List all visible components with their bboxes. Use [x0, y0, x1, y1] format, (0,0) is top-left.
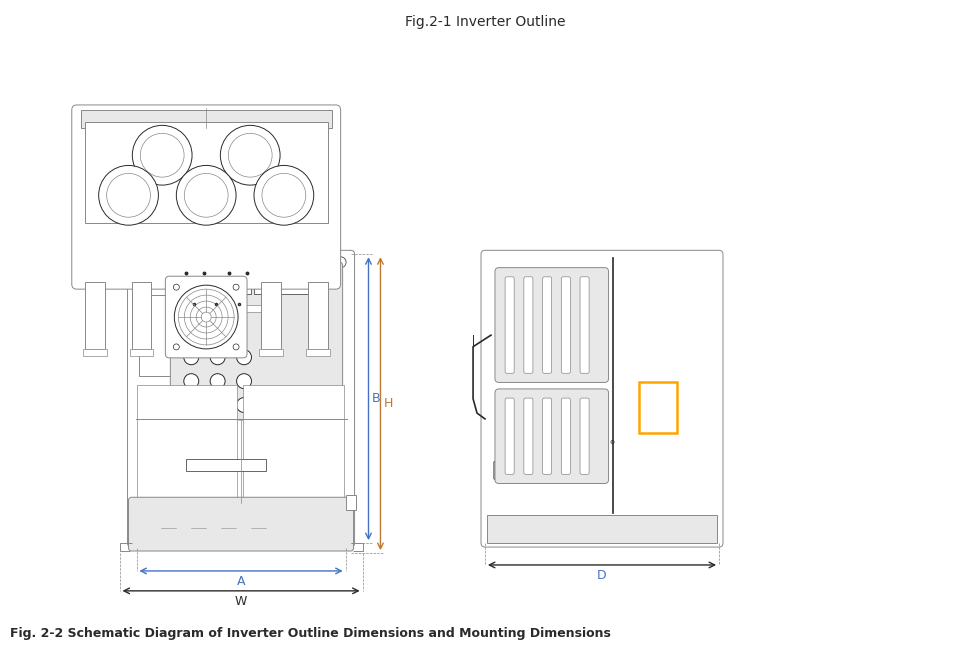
Bar: [261, 282, 281, 349]
FancyBboxPatch shape: [170, 262, 343, 420]
Bar: [487, 515, 717, 543]
Circle shape: [184, 350, 199, 365]
Bar: [84, 282, 105, 349]
Bar: [253, 276, 323, 294]
FancyBboxPatch shape: [561, 277, 570, 373]
Bar: [129, 349, 153, 356]
Text: W: W: [235, 595, 248, 608]
Circle shape: [136, 257, 147, 268]
Circle shape: [254, 165, 314, 225]
Text: D: D: [597, 569, 607, 582]
FancyBboxPatch shape: [505, 277, 515, 373]
Circle shape: [233, 344, 239, 350]
Circle shape: [177, 165, 236, 225]
Circle shape: [184, 398, 199, 413]
Circle shape: [210, 350, 225, 365]
Bar: [181, 305, 271, 312]
Circle shape: [237, 398, 251, 413]
Bar: [131, 282, 151, 349]
Bar: [639, 382, 677, 434]
Text: A: A: [237, 575, 246, 588]
Circle shape: [174, 344, 180, 350]
Text: Fig.2-1 Inverter Outline: Fig.2-1 Inverter Outline: [405, 16, 565, 29]
Circle shape: [237, 374, 251, 389]
Text: B: B: [372, 392, 380, 405]
Circle shape: [210, 398, 225, 413]
Circle shape: [237, 350, 251, 365]
FancyBboxPatch shape: [580, 398, 589, 474]
Circle shape: [140, 133, 184, 177]
Circle shape: [184, 173, 228, 217]
Circle shape: [233, 284, 239, 290]
Circle shape: [228, 133, 272, 177]
Bar: [243, 385, 344, 503]
Circle shape: [174, 284, 180, 290]
Bar: [84, 122, 327, 223]
FancyBboxPatch shape: [580, 277, 589, 373]
FancyBboxPatch shape: [494, 461, 518, 480]
FancyBboxPatch shape: [495, 389, 609, 484]
FancyBboxPatch shape: [543, 398, 552, 474]
Circle shape: [210, 374, 225, 389]
Bar: [259, 349, 283, 356]
Circle shape: [335, 257, 346, 268]
Bar: [308, 282, 327, 349]
Bar: [499, 465, 513, 475]
Bar: [306, 349, 330, 356]
Circle shape: [220, 125, 280, 185]
Bar: [81, 110, 332, 128]
FancyBboxPatch shape: [481, 251, 723, 547]
Circle shape: [132, 125, 192, 185]
FancyBboxPatch shape: [505, 398, 515, 474]
FancyBboxPatch shape: [543, 277, 552, 373]
Circle shape: [262, 173, 306, 217]
Bar: [140, 295, 201, 376]
FancyBboxPatch shape: [495, 267, 609, 382]
Circle shape: [611, 441, 614, 443]
Circle shape: [107, 173, 151, 217]
Bar: [83, 349, 107, 356]
Polygon shape: [346, 495, 355, 510]
FancyBboxPatch shape: [523, 277, 533, 373]
FancyBboxPatch shape: [523, 398, 533, 474]
FancyBboxPatch shape: [165, 276, 247, 358]
Circle shape: [184, 374, 199, 389]
Bar: [137, 385, 237, 503]
Circle shape: [99, 165, 158, 225]
FancyBboxPatch shape: [128, 497, 353, 551]
FancyBboxPatch shape: [72, 105, 341, 289]
Text: Fig. 2-2 Schematic Diagram of Inverter Outline Dimensions and Mounting Dimension: Fig. 2-2 Schematic Diagram of Inverter O…: [10, 627, 611, 640]
FancyBboxPatch shape: [561, 398, 570, 474]
FancyBboxPatch shape: [127, 251, 354, 547]
Bar: [186, 459, 266, 471]
Bar: [181, 276, 251, 294]
Text: H: H: [384, 397, 393, 410]
